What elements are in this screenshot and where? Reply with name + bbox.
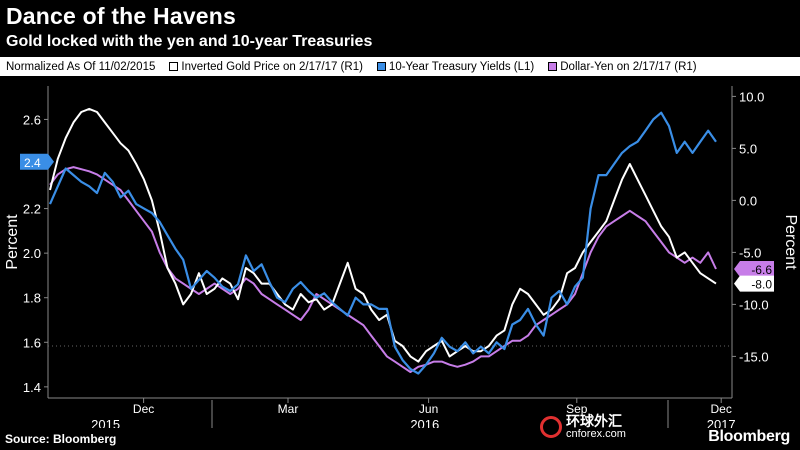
source-note: Source: Bloomberg <box>5 432 117 446</box>
x-month-label: Mar <box>278 402 299 416</box>
right-tick-label: -10.0 <box>739 297 769 312</box>
right-tick-label: -15.0 <box>739 349 769 364</box>
left-tick-label: 1.4 <box>23 380 41 395</box>
watermark-url: cnforex.com <box>566 428 626 440</box>
legend-label-treasury: 10-Year Treasury Yields (L1) <box>388 60 535 73</box>
series-line-yen <box>49 166 717 373</box>
last-value-badge <box>734 275 774 292</box>
bloomberg-logo: Bloomberg <box>708 428 790 445</box>
left-tick-label: 2.0 <box>23 246 41 261</box>
chart-subtitle: Gold locked with the yen and 10-year Tre… <box>6 33 373 50</box>
x-year-label: 2016 <box>410 417 439 428</box>
chart-title: Dance of the Havens <box>6 3 237 29</box>
legend-bar: Normalized As Of 11/02/2015 Inverted Gol… <box>0 57 800 76</box>
series-line-treasury <box>49 107 717 363</box>
right-tick-label: 5.0 <box>739 141 757 156</box>
x-month-label: Jun <box>419 402 438 416</box>
legend-swatch-treasury <box>376 62 386 71</box>
series-line-gold <box>48 111 717 375</box>
x-month-label: Dec <box>711 402 732 416</box>
last-value-badge <box>20 153 54 170</box>
legend-swatch-gold <box>169 62 179 71</box>
legend-swatch-yen <box>548 62 558 71</box>
legend-item-treasury: 10-Year Treasury Yields (L1) <box>376 60 535 73</box>
left-tick-label: 1.8 <box>23 291 41 306</box>
chart-canvas: 1.4 1.6 1.8 2.0 2.2 2.4 2.6 10.0 5.0 0.0 -5.0 -10.0… <box>4 86 799 428</box>
legend-item-gold: Inverted Gold Price on 2/17/17 (R1) <box>169 61 363 73</box>
watermark-logo-icon <box>540 416 562 438</box>
right-tick-label: 10.0 <box>739 89 764 104</box>
x-month-label: Dec <box>133 402 154 416</box>
watermark: 环球外汇 cnforex.com <box>540 414 626 440</box>
last-value-label: 2.4 <box>24 156 41 170</box>
last-value-label: -6.6 <box>751 263 772 277</box>
last-value-badge <box>734 261 774 278</box>
last-value-label: -8.0 <box>751 278 772 292</box>
x-year-label: 2017 <box>707 417 736 428</box>
right-tick-label: 0.0 <box>739 193 757 208</box>
normalization-note: Normalized As Of 11/02/2015 <box>6 60 156 73</box>
right-axis-label: Percent <box>782 214 799 270</box>
legend-label-gold: Inverted Gold Price on 2/17/17 (R1) <box>181 60 363 73</box>
right-tick-label: -5.0 <box>739 245 761 260</box>
legend-item-yen: Dollar-Yen on 2/17/17 (R1) <box>548 60 697 73</box>
left-tick-label: 2.2 <box>23 202 41 217</box>
left-tick-label: 1.6 <box>23 335 41 350</box>
x-year-label: 2015 <box>91 417 120 428</box>
watermark-text: 环球外汇 <box>566 413 622 429</box>
left-axis-label: Percent <box>4 214 21 270</box>
legend-label-yen: Dollar-Yen on 2/17/17 (R1) <box>560 60 697 73</box>
x-month-label: Sep <box>566 402 588 416</box>
left-tick-label: 2.6 <box>23 112 41 127</box>
